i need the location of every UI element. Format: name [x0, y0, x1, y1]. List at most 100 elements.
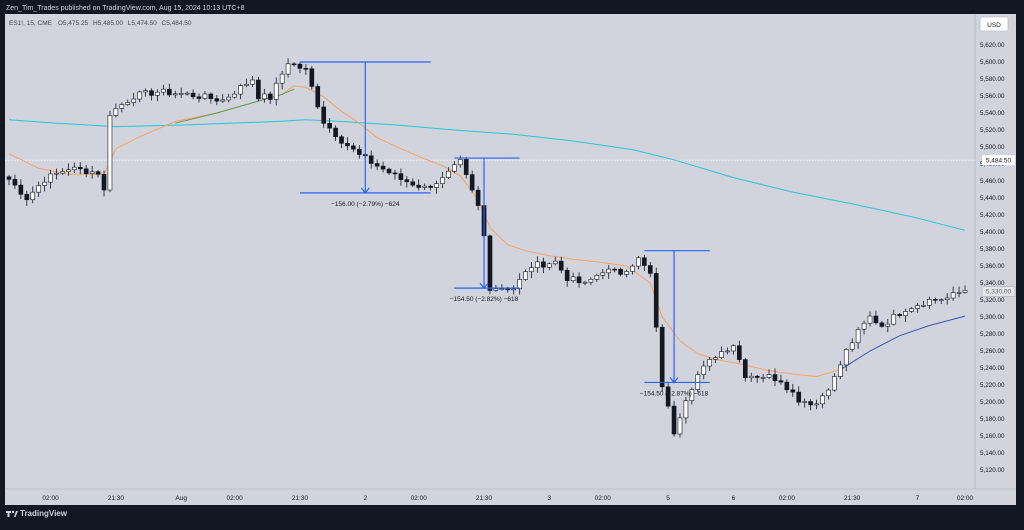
candle-body	[671, 405, 677, 435]
candle-body	[814, 403, 819, 406]
candle	[891, 309, 897, 326]
candle-body	[190, 92, 196, 98]
candle	[89, 165, 95, 179]
candle	[950, 286, 956, 301]
candle-body	[119, 104, 125, 109]
candle	[695, 371, 701, 392]
candle	[932, 297, 938, 304]
candle-body	[6, 176, 12, 180]
candle	[618, 267, 623, 277]
candle	[422, 183, 427, 190]
candle-body	[42, 181, 47, 186]
candle	[897, 313, 903, 318]
candle	[202, 91, 208, 100]
candle-body	[790, 389, 796, 393]
candle-body	[487, 235, 493, 291]
candle	[879, 320, 885, 328]
candle	[772, 368, 778, 387]
candle	[172, 90, 178, 99]
candle	[345, 137, 350, 151]
candle-body	[606, 268, 612, 274]
candle	[161, 84, 166, 96]
candle	[297, 62, 303, 74]
candle-body	[297, 63, 303, 69]
candle	[333, 125, 338, 142]
last-price-badge: 5,484.50	[982, 155, 1015, 166]
candle-body	[535, 261, 540, 268]
candle	[66, 163, 71, 176]
grid	[5, 14, 1016, 490]
candle	[742, 358, 748, 382]
candle-body	[938, 299, 944, 302]
candle-body	[861, 322, 867, 330]
candle-body	[30, 191, 36, 201]
price-tick-label: 5,500.00	[980, 144, 1005, 151]
measure-label: −156.00 (−2.79%) −624	[331, 201, 400, 208]
candle-body	[416, 184, 422, 188]
time-tick-label: 02:00	[957, 495, 974, 502]
candle	[689, 387, 695, 405]
ma-line-3	[175, 88, 295, 124]
candle	[232, 90, 237, 99]
candle-body	[683, 400, 689, 419]
candle	[552, 256, 558, 266]
candle	[452, 161, 457, 174]
candle	[404, 176, 410, 188]
currency-badge[interactable]: USD	[979, 16, 1009, 32]
candlestick-chart[interactable]: −156.00 (−2.79%) −624 −154.50 (−2.82%) −6…	[5, 14, 1016, 505]
candle-body	[368, 155, 374, 164]
candle	[155, 89, 160, 102]
last-price-label: 5,484.50	[986, 157, 1012, 164]
candle-body	[410, 181, 416, 186]
candle	[6, 174, 12, 186]
candle	[576, 272, 582, 288]
candle-body	[552, 260, 558, 265]
candle-body	[855, 329, 861, 344]
candle-body	[624, 271, 629, 275]
candle	[256, 76, 261, 102]
price-tick-label: 5,600.00	[980, 59, 1005, 66]
candle-body	[95, 171, 101, 175]
candle-body	[529, 267, 534, 273]
candle-body	[422, 185, 427, 188]
candle	[606, 265, 612, 279]
footer-bar: TradingView	[0, 505, 1024, 523]
candle-body	[748, 375, 754, 379]
candle-body	[701, 365, 707, 375]
candle-body	[511, 288, 517, 291]
candle	[909, 307, 914, 313]
price-tick-label: 5,280.00	[980, 331, 1005, 338]
chart-area[interactable]: −156.00 (−2.79%) −624 −154.50 (−2.82%) −6…	[5, 14, 1016, 505]
price-tick-label: 5,580.00	[980, 76, 1005, 83]
tradingview-logo-icon	[6, 505, 18, 530]
time-tick-label: 7	[916, 495, 920, 502]
candle-body	[642, 257, 647, 266]
candle-body	[333, 127, 338, 138]
candle	[558, 256, 564, 274]
candle-body	[630, 265, 635, 272]
candle-body	[820, 395, 825, 405]
candle	[30, 186, 36, 204]
candle	[737, 340, 742, 363]
candle-body	[392, 172, 398, 175]
candle	[499, 284, 505, 291]
symbol-ohlc-label: ES1!, 15, CME O5,475.25 H5,485.00 L5,474…	[9, 20, 192, 27]
candle	[416, 179, 422, 191]
candle	[291, 62, 297, 67]
candle	[238, 83, 243, 100]
candle-body	[796, 391, 802, 403]
candle	[60, 168, 65, 175]
candle	[428, 184, 433, 191]
right-edge-label: 5,330.00	[986, 289, 1012, 296]
candle-body	[250, 79, 255, 85]
price-tick-label: 5,520.00	[980, 127, 1005, 134]
candle-body	[517, 279, 522, 290]
time-tick-label: 02:00	[226, 495, 243, 502]
candle	[826, 388, 831, 400]
candle	[48, 169, 53, 189]
price-tick-label: 5,180.00	[980, 416, 1005, 423]
candle-body	[214, 98, 220, 102]
candle-body	[837, 364, 843, 377]
candle-body	[149, 90, 154, 96]
candle	[588, 277, 594, 286]
